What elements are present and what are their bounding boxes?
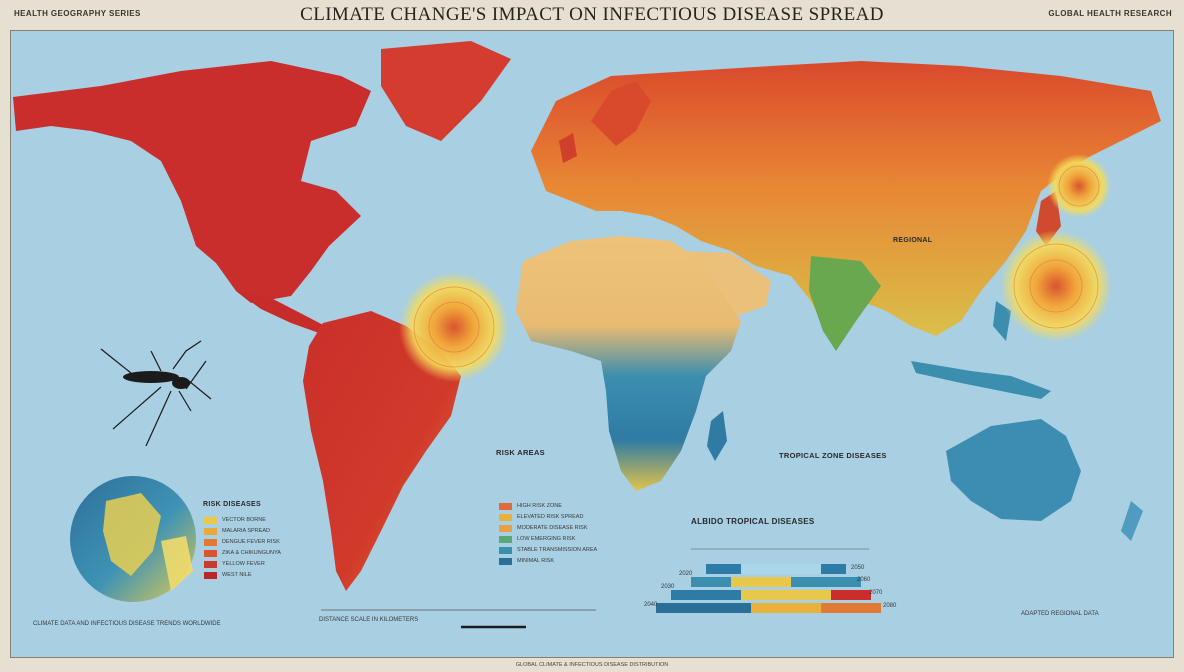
scale-note: DISTANCE SCALE IN KILOMETERS (319, 617, 419, 623)
legend-swatch (499, 558, 512, 565)
hotspot-icon-east-asia (1000, 230, 1112, 342)
legend-swatch (499, 536, 512, 543)
legend-swatch (499, 514, 512, 521)
landmass-new-zealand (1121, 501, 1143, 541)
hotspot-icon-south-america (399, 272, 509, 382)
chart-row-label: 2020 (679, 571, 693, 577)
landmass-india (809, 256, 881, 351)
landmass-greenland (381, 41, 511, 141)
series-label: HEALTH GEOGRAPHY SERIES (14, 9, 141, 18)
legend-center: HIGH RISK ZONE ELEVATED RISK SPREAD MODE… (499, 503, 609, 573)
landmass-scandinavia (591, 81, 651, 146)
landmass-africa (516, 236, 741, 491)
risk-area-label: RISK AREAS (496, 448, 545, 457)
chart-row-label: 2070 (869, 590, 883, 596)
hotspot-icon-japan (1047, 154, 1111, 218)
chart-row-label: 2040 (644, 602, 658, 608)
legend-swatch (204, 572, 217, 579)
tropical-zone-label: TROPICAL ZONE DISEASES (779, 451, 887, 460)
disease-trend-chart (656, 564, 881, 613)
chart-row-label: 2080 (883, 603, 897, 609)
landmass-central-america (236, 291, 327, 333)
legend-swatch (204, 539, 217, 546)
legend-swatch (204, 517, 217, 524)
landmass-indonesia (911, 361, 1051, 399)
legend-swatch (499, 503, 512, 510)
globe-icon (70, 476, 196, 602)
chart-row-label: 2030 (661, 584, 675, 590)
landmass-eurasia (531, 61, 1161, 336)
source-note-left: CLIMATE DATA AND INFECTIOUS DISEASE TREN… (33, 621, 221, 627)
publisher-label: GLOBAL HEALTH RESEARCH (1048, 9, 1172, 18)
disease-trends-label: ALBIDO TROPICAL DISEASES (691, 517, 815, 526)
legend-swatch (204, 561, 217, 568)
chart-row-label: 2060 (857, 577, 871, 583)
landmass-australia (946, 419, 1081, 521)
footer-note: GLOBAL CLIMATE & INFECTIOUS DISEASE DIST… (515, 662, 669, 668)
landmass-north-america (13, 61, 371, 303)
world-map: REGIONAL RISK AREAS TROPICAL ZONE DISEAS… (10, 30, 1174, 658)
legend-swatch (499, 547, 512, 554)
globe-legend-title: RISK DISEASES (203, 501, 261, 508)
landmass-madagascar (707, 411, 727, 461)
source-note-right: ADAPTED REGIONAL DATA (1021, 611, 1099, 617)
landmass-uk (559, 133, 577, 163)
legend-globe: VECTOR BORNE MALARIA SPREAD DENGUE FEVER… (204, 517, 314, 587)
regional-label: REGIONAL (893, 237, 933, 244)
mosquito-icon (100, 340, 212, 447)
legend-swatch (499, 525, 512, 532)
page-title: CLIMATE CHANGE'S IMPACT ON INFECTIOUS DI… (300, 4, 884, 25)
legend-swatch (204, 528, 217, 535)
chart-row-label: 2050 (851, 565, 865, 571)
landmass-south-america (303, 311, 461, 591)
legend-swatch (204, 550, 217, 557)
